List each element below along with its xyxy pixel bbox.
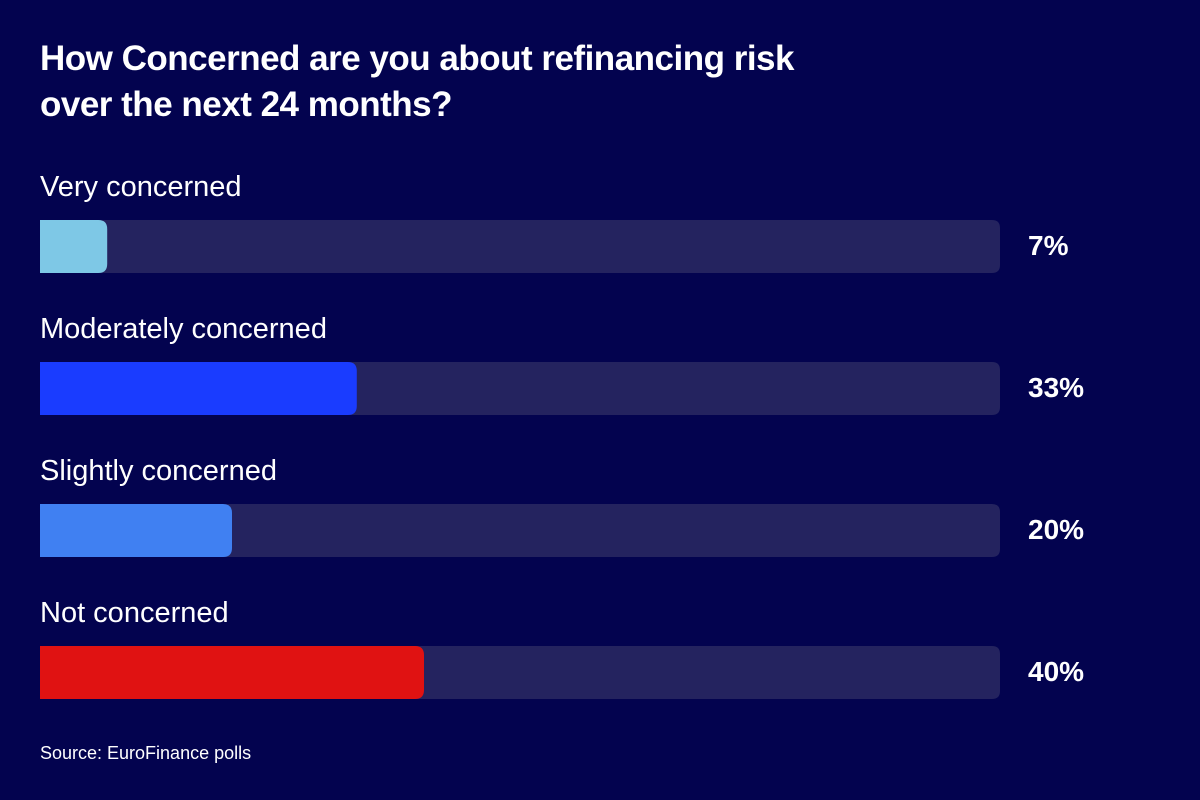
category-label: Very concerned [40,171,242,203]
source-note: Source: EuroFinance polls [40,743,251,763]
bar-track [40,220,1000,273]
category-label: Not concerned [40,597,229,629]
bar [40,362,357,415]
chart-title: How Concerned are you about refinancing … [40,39,794,124]
value-label: 33% [1028,372,1084,403]
value-label: 40% [1028,656,1084,687]
bar-track [40,504,1000,557]
bar [40,646,424,699]
category-label: Moderately concerned [40,313,327,345]
value-label: 20% [1028,514,1084,545]
category-label: Slightly concerned [40,455,277,487]
bar [40,504,232,557]
value-label: 7% [1028,230,1069,261]
bar [40,220,108,273]
